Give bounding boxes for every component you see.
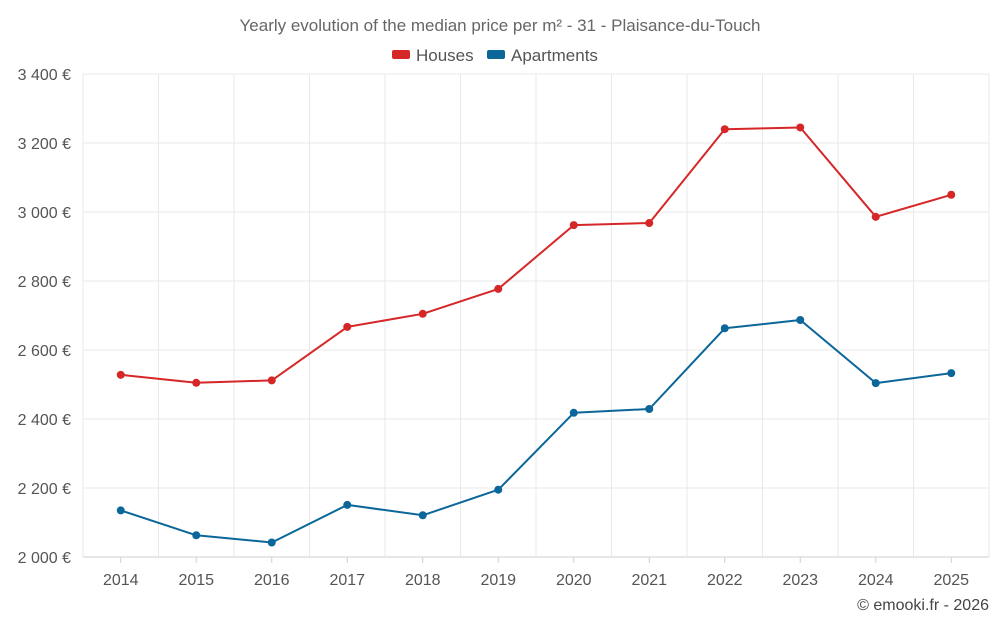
x-tick-label: 2017 [329,572,365,589]
point-houses-2014[interactable] [116,370,125,379]
point-apartments-2022[interactable] [720,324,729,333]
point-houses-2019[interactable] [494,284,503,293]
point-apartments-2023[interactable] [796,315,805,324]
series-line-houses [120,126,952,384]
point-apartments-2020[interactable] [569,408,578,417]
x-tick-label: 2021 [631,572,667,589]
point-apartments-2017[interactable] [343,500,352,509]
legend-swatch-apartments [487,50,505,59]
y-tick-label: 3 200 € [18,136,71,153]
y-tick-label: 2 400 € [18,412,71,429]
point-houses-2020[interactable] [569,221,578,230]
point-apartments-2025[interactable] [947,369,956,378]
x-tick-label: 2022 [707,572,743,589]
legend[interactable]: Houses Apartments [392,46,598,65]
point-houses-2025[interactable] [947,190,956,199]
point-houses-2024[interactable] [871,212,880,221]
x-tick-label: 2015 [178,572,214,589]
point-apartments-2018[interactable] [418,511,427,520]
credit: © emooki.fr - 2026 [857,597,989,614]
point-apartments-2019[interactable] [494,485,503,494]
x-tick-label: 2024 [858,572,894,589]
series [116,123,956,547]
point-houses-2017[interactable] [343,322,352,331]
x-tick-label: 2018 [405,572,441,589]
y-axis: 2 000 € 2 200 € 2 400 € 2 600 € 2 800 € 3 000… [18,67,71,567]
point-houses-2016[interactable] [267,376,276,385]
point-houses-2018[interactable] [418,309,427,318]
grid [82,73,990,558]
legend-item-apartments[interactable]: Apartments [487,46,598,65]
chart-title: Yearly evolution of the median price per… [240,16,761,35]
x-axis: 2014 2015 2016 2017 2018 2019 2020 2021 2022 2023… [103,557,969,589]
x-tick-label: 2025 [933,572,969,589]
y-tick-label: 2 200 € [18,481,71,498]
y-tick-label: 3 000 € [18,205,71,222]
legend-swatch-houses [392,50,410,59]
y-tick-label: 2 000 € [18,550,71,567]
point-apartments-2015[interactable] [192,531,201,540]
series-line-apartments [120,319,952,544]
point-apartments-2016[interactable] [267,538,276,547]
legend-label-apartments: Apartments [511,46,598,65]
x-tick-label: 2019 [480,572,516,589]
y-tick-label: 2 600 € [18,343,71,360]
x-tick-label: 2014 [103,572,139,589]
legend-item-houses[interactable]: Houses [392,46,474,65]
point-houses-2023[interactable] [796,123,805,132]
point-apartments-2014[interactable] [116,506,125,515]
x-tick-label: 2023 [782,572,818,589]
point-houses-2021[interactable] [645,219,654,228]
point-houses-2022[interactable] [720,125,729,134]
x-tick-label: 2016 [254,572,290,589]
point-houses-2015[interactable] [192,378,201,387]
point-apartments-2024[interactable] [871,379,880,388]
x-tick-label: 2020 [556,572,592,589]
legend-label-houses: Houses [416,46,474,65]
y-tick-label: 3 400 € [18,67,71,84]
y-tick-label: 2 800 € [18,274,71,291]
point-apartments-2021[interactable] [645,404,654,413]
